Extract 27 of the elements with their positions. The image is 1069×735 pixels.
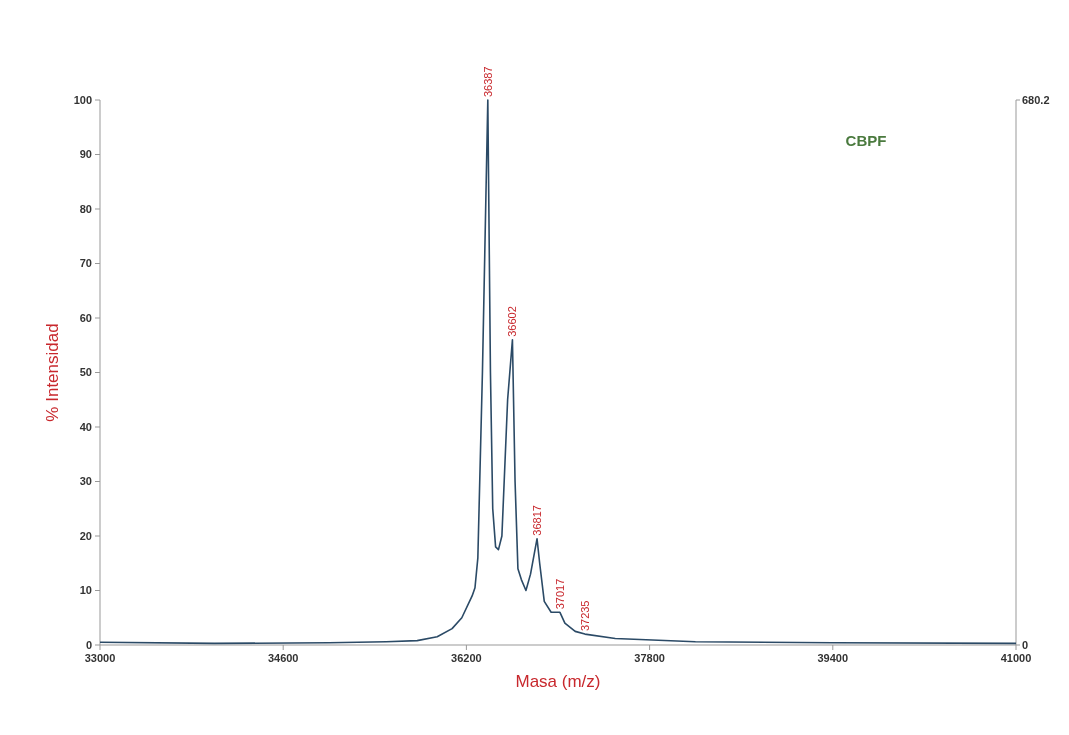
annotation: 36817 xyxy=(531,505,544,536)
x-axis-title: Masa (m/z) xyxy=(515,672,601,691)
y-tick-label: 20 xyxy=(79,529,92,542)
x-tick-label: 33000 xyxy=(84,652,116,664)
y-tick-label: 10 xyxy=(79,584,92,597)
y-tick-label: 60 xyxy=(79,311,92,324)
y-tick-label: 90 xyxy=(79,148,92,161)
y-tick-label: 40 xyxy=(79,420,92,433)
y-tick-label: 70 xyxy=(79,257,92,270)
y-tick-label: 100 xyxy=(73,93,92,106)
annotation: 36387 xyxy=(481,66,494,97)
annotation: 37235 xyxy=(578,600,591,632)
y2-tick-label: 0 xyxy=(1022,638,1029,651)
y-tick-label: 0 xyxy=(85,638,92,651)
x-tick-label: 34600 xyxy=(267,652,299,664)
annotation: CBPF xyxy=(845,132,887,149)
x-tick-label: 36200 xyxy=(451,652,482,664)
annotation: 36602 xyxy=(506,306,519,337)
x-tick-label: 41000 xyxy=(1000,652,1032,664)
y-tick-label: 50 xyxy=(79,366,92,379)
y-tick-label: 80 xyxy=(79,202,92,215)
annotation: 37017 xyxy=(553,578,566,610)
y-tick-label: 30 xyxy=(79,475,92,488)
y2-tick-label: 680.2 xyxy=(1022,93,1050,106)
y-axis-title: % Intensidad xyxy=(43,323,62,422)
x-tick-label: 39400 xyxy=(817,652,849,664)
x-tick-label: 37800 xyxy=(634,652,665,664)
